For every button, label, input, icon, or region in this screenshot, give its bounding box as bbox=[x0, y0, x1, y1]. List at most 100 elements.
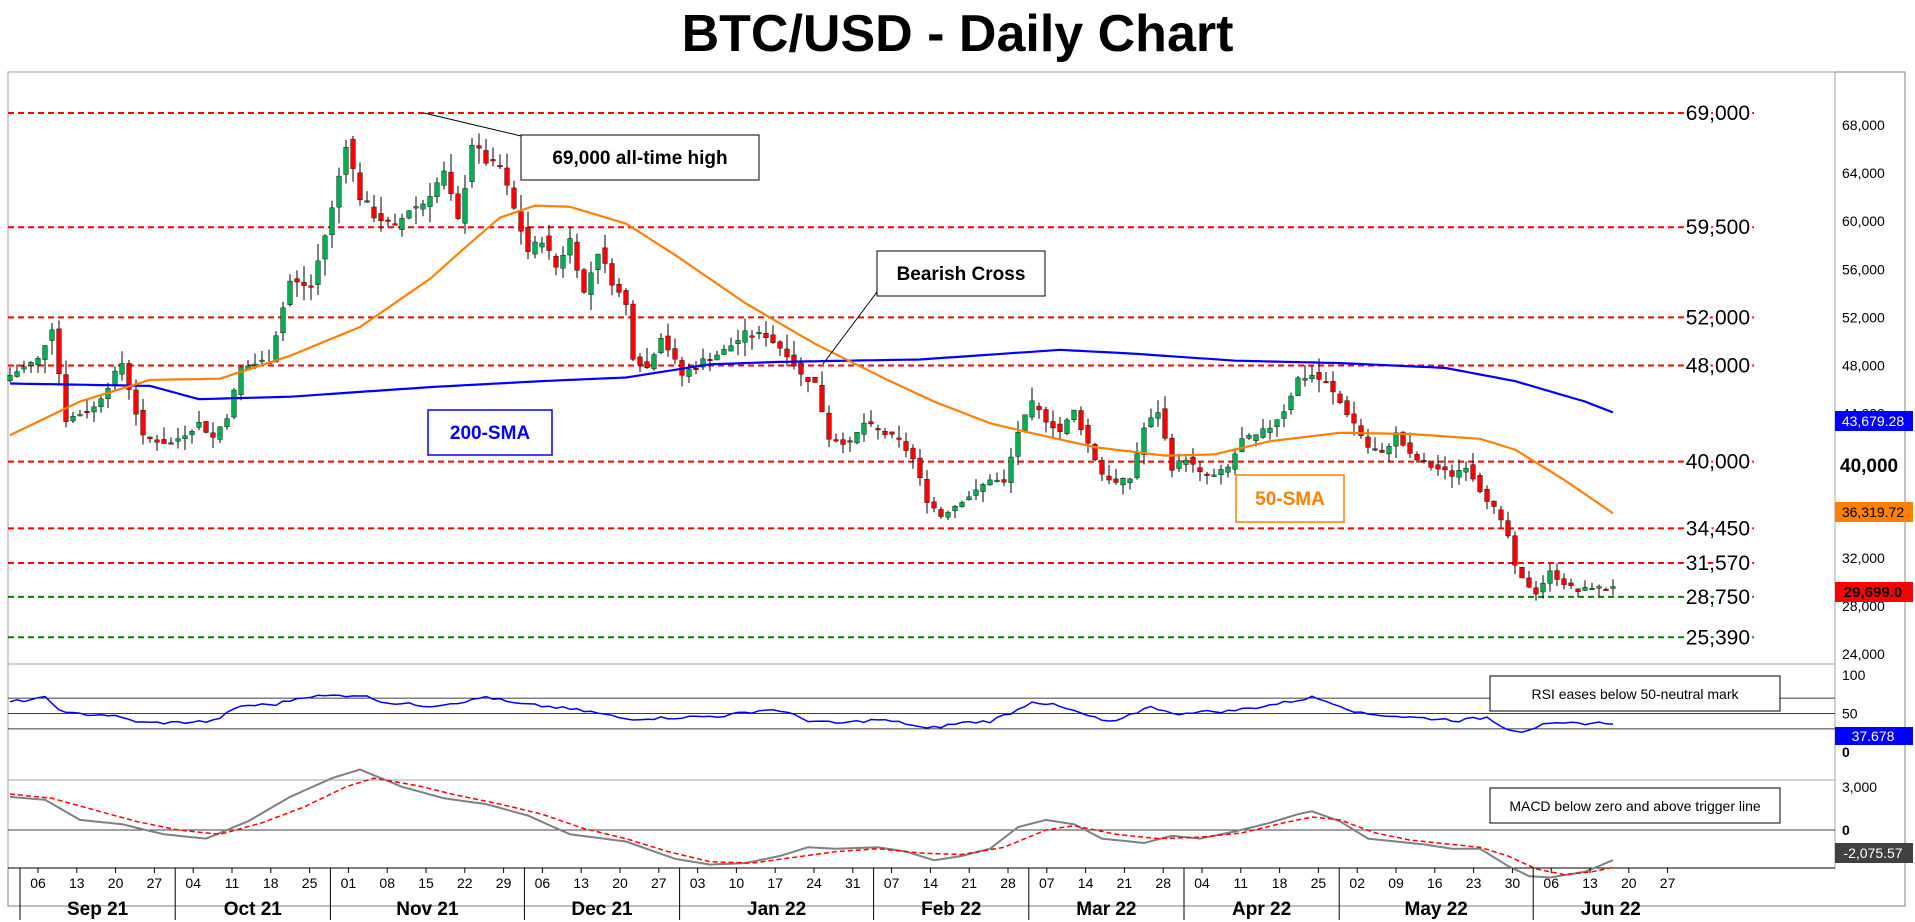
ath-callout-line bbox=[423, 112, 522, 137]
level-label: 34,450 bbox=[1686, 517, 1750, 540]
candle-body bbox=[1001, 479, 1007, 483]
ath-callout-box bbox=[520, 134, 760, 181]
candle-body bbox=[469, 145, 475, 182]
candle-body bbox=[980, 484, 986, 492]
day-tick-label: 08 bbox=[379, 875, 395, 891]
candle-body bbox=[868, 421, 874, 425]
candle-body bbox=[287, 280, 293, 305]
candle-body bbox=[91, 406, 97, 413]
level-label: 69,000 bbox=[1686, 102, 1750, 125]
month-label: Jun 22 bbox=[1581, 899, 1641, 920]
macd-annotation-text: MACD below zero and above trigger line bbox=[1509, 798, 1761, 814]
candle-body bbox=[1372, 448, 1378, 451]
candle-body bbox=[1414, 454, 1420, 461]
candle-body bbox=[1596, 586, 1602, 589]
rsi-badge-label: 37.678 bbox=[1852, 728, 1895, 744]
candle-body bbox=[322, 235, 328, 260]
day-tick-label: 27 bbox=[651, 875, 667, 891]
cross-callout-box bbox=[876, 250, 1046, 297]
candle-body bbox=[903, 441, 909, 451]
sma50-label-text: 50-SMA bbox=[1255, 489, 1325, 510]
rsi-indicator: 100 50 0 bbox=[8, 667, 1866, 760]
month-label: Oct 21 bbox=[224, 899, 283, 920]
candle-body bbox=[784, 348, 790, 358]
candle-body bbox=[1106, 475, 1112, 481]
rsi-badge bbox=[1835, 727, 1913, 745]
sma50-badge-label: 36,319.72 bbox=[1842, 504, 1904, 520]
candle-body bbox=[574, 241, 580, 271]
candle-body bbox=[140, 410, 146, 436]
candle-body bbox=[1386, 446, 1392, 455]
candle-body bbox=[42, 345, 48, 360]
level-label: 40,000 bbox=[1686, 451, 1750, 474]
candle-body bbox=[693, 367, 699, 370]
day-tick-label: 28 bbox=[1155, 875, 1171, 891]
candle-body bbox=[483, 150, 489, 164]
day-tick-label: 14 bbox=[1078, 875, 1094, 891]
candle-body bbox=[973, 489, 979, 496]
candle-body bbox=[308, 285, 314, 288]
candle-body bbox=[931, 501, 937, 509]
candle-body bbox=[336, 175, 342, 208]
candle-body bbox=[1050, 421, 1056, 429]
candle-body bbox=[504, 167, 510, 186]
candle-body bbox=[1281, 411, 1287, 419]
day-tick-label: 30 bbox=[1505, 875, 1521, 891]
candle-body bbox=[1204, 473, 1210, 476]
day-tick-label: 28 bbox=[1000, 875, 1016, 891]
sma50-badge bbox=[1835, 502, 1913, 522]
candle-body bbox=[1442, 466, 1448, 471]
candle-body bbox=[462, 188, 468, 224]
candle-body bbox=[826, 412, 832, 440]
candle-body bbox=[756, 332, 762, 335]
candle-body bbox=[770, 334, 776, 343]
candle-body bbox=[1211, 474, 1217, 477]
candle-body bbox=[399, 218, 405, 230]
day-tick-label: 31 bbox=[845, 875, 861, 891]
candle-body bbox=[1491, 500, 1497, 507]
candle-body bbox=[1428, 462, 1434, 468]
candle-body bbox=[532, 241, 538, 255]
candle-body bbox=[616, 284, 622, 293]
candle-body bbox=[1463, 467, 1469, 473]
candle-body bbox=[1575, 588, 1581, 593]
level-label: 25,390 bbox=[1686, 626, 1750, 649]
candle-body bbox=[112, 370, 118, 385]
day-tick-label: 21 bbox=[1117, 875, 1133, 891]
price-tick-label: 32,000 bbox=[1842, 550, 1885, 566]
macd-badge-label: -2,075.57 bbox=[1843, 845, 1902, 861]
candle-body bbox=[567, 238, 573, 256]
candle-body bbox=[1561, 578, 1567, 585]
candle-body bbox=[987, 479, 993, 486]
candle-body bbox=[763, 333, 769, 339]
candle-body bbox=[1477, 475, 1483, 492]
candle-body bbox=[840, 439, 846, 445]
candle-body bbox=[560, 254, 566, 269]
candle-body bbox=[889, 431, 895, 435]
day-tick-label: 27 bbox=[147, 875, 163, 891]
candle-body bbox=[1421, 460, 1427, 463]
candle-body bbox=[938, 509, 944, 517]
candle-body bbox=[1295, 377, 1301, 396]
candle-body bbox=[168, 442, 174, 445]
candle-body bbox=[1113, 478, 1119, 483]
date-axis: 06 13 20 27 04 11 18 25 01 08 15 22 29 06 13 20 27 03 10 17… bbox=[19, 868, 1676, 920]
candle-body bbox=[1183, 459, 1189, 465]
candle-body bbox=[1071, 409, 1077, 420]
level-lines: 69,000 59,500 52,000 48,000 40,000 34,450 31,5… bbox=[8, 99, 1755, 652]
candle-body bbox=[1316, 372, 1322, 380]
day-tick-label: 04 bbox=[1194, 875, 1210, 891]
candle-body bbox=[707, 359, 713, 362]
rsi-line bbox=[9, 694, 1614, 733]
candle-body bbox=[427, 196, 433, 207]
day-tick-label: 14 bbox=[923, 875, 939, 891]
candle-body bbox=[1099, 460, 1105, 475]
candle-body bbox=[1484, 489, 1490, 502]
day-tick-label: 25 bbox=[1311, 875, 1327, 891]
macd-tick-label: 3,000 bbox=[1842, 779, 1877, 795]
candle-body bbox=[945, 512, 951, 518]
candle-body bbox=[315, 260, 321, 285]
candle-body bbox=[217, 426, 223, 440]
candle-body bbox=[189, 431, 195, 435]
day-tick-label: 24 bbox=[806, 875, 822, 891]
